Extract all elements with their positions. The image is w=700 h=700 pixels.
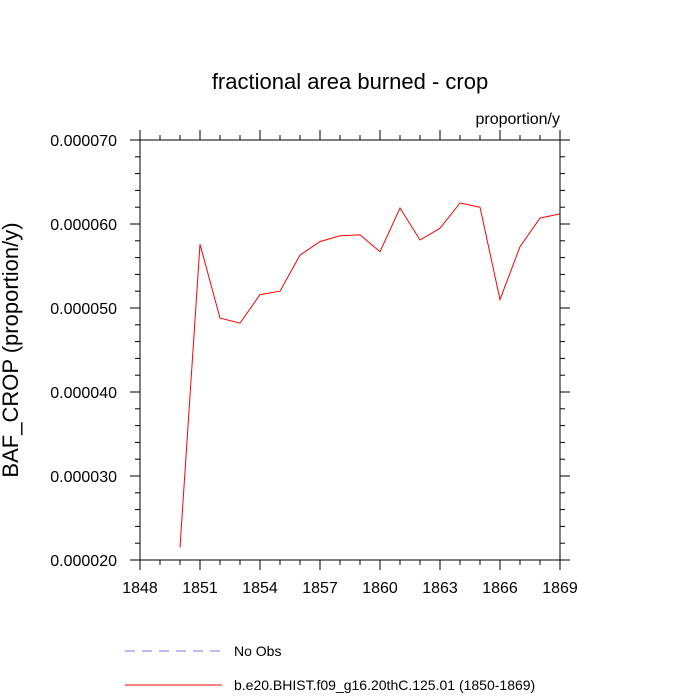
legend-label: b.e20.BHIST.f09_g16.20thC.125.01 (1850-1… xyxy=(234,677,535,693)
y-tick-label: 0.000020 xyxy=(50,553,117,570)
series-layer xyxy=(179,202,561,548)
x-tick-label: 1860 xyxy=(362,580,398,597)
legend: No Obs b.e20.BHIST.f09_g16.20thC.125.01 (… xyxy=(125,643,535,693)
x-tick-label: 1869 xyxy=(542,580,578,597)
y-tick-label: 0.000050 xyxy=(50,301,117,318)
chart-title: fractional area burned - crop xyxy=(212,69,488,94)
y-tick-label: 0.000060 xyxy=(50,217,117,234)
x-tick-label: 1866 xyxy=(482,580,518,597)
series-line xyxy=(179,202,561,548)
y-axis: 0.000020 0.000030 0.000040 0.000050 0.000060… xyxy=(50,133,570,570)
x-tick-label: 1848 xyxy=(122,580,158,597)
y-tick-label: 0.000040 xyxy=(50,385,117,402)
x-axis: 1848 1851 1854 1857 1860 1863 1866 1869 xyxy=(122,130,578,597)
x-tick-label: 1863 xyxy=(422,580,458,597)
plot-frame xyxy=(139,139,561,561)
y-tick-label: 0.000070 xyxy=(50,133,117,150)
y-axis-label: BAF_CROP (proportion/y) xyxy=(0,222,23,477)
units-label: proportion/y xyxy=(476,111,561,128)
legend-label: No Obs xyxy=(234,643,281,659)
x-tick-label: 1854 xyxy=(242,580,278,597)
y-tick-label: 0.000030 xyxy=(50,469,117,486)
x-tick-label: 1857 xyxy=(302,580,338,597)
x-tick-label: 1851 xyxy=(182,580,218,597)
